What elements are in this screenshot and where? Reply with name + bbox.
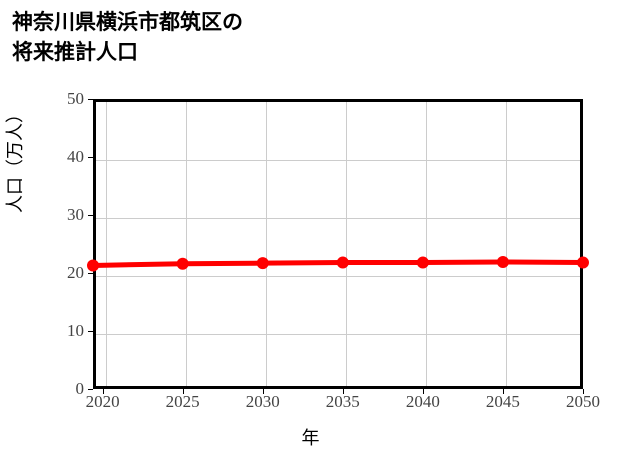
y-tick	[88, 389, 93, 390]
data-point	[176, 257, 189, 270]
y-tick	[88, 215, 93, 216]
data-point	[577, 256, 589, 269]
x-tick-label: 2050	[566, 392, 600, 411]
x-tick	[262, 389, 264, 394]
chart-title: 神奈川県横浜市都筑区の 将来推計人口	[12, 11, 243, 65]
x-tick	[182, 389, 184, 394]
gridline-vertical	[105, 102, 107, 386]
y-tick	[88, 157, 93, 158]
y-tick-label: 30	[67, 205, 84, 224]
series-layer	[87, 255, 589, 272]
data-point	[496, 255, 509, 268]
data-point	[87, 259, 99, 272]
gridline-vertical	[425, 102, 427, 386]
gridline-vertical	[505, 102, 507, 386]
data-point	[336, 256, 349, 269]
y-tick-label: 20	[67, 263, 84, 282]
y-tick-label: 0	[75, 379, 85, 398]
x-axis-label: 年	[301, 428, 320, 448]
data-point	[256, 257, 269, 270]
gridlines	[96, 102, 580, 386]
x-tick	[342, 389, 344, 394]
x-tick-label: 2040	[405, 392, 440, 411]
y-tick	[88, 273, 93, 274]
x-tick-label: 2025	[165, 392, 200, 411]
x-tick	[422, 389, 424, 394]
x-tick-label: 2045	[485, 392, 520, 411]
y-axis-label: 人口（万人）	[5, 105, 25, 213]
y-tick	[88, 99, 93, 100]
x-tick-label: 2030	[245, 392, 280, 411]
gridline-vertical	[345, 102, 347, 386]
y-tick-label: 50	[67, 89, 84, 108]
x-tick	[102, 389, 104, 394]
x-tick-label: 2035	[325, 392, 360, 411]
gridline-horizontal	[96, 276, 580, 277]
plot-area	[93, 99, 583, 389]
y-tick-label: 10	[67, 321, 84, 340]
gridline-vertical	[265, 102, 267, 386]
data-point	[416, 256, 429, 269]
x-tick	[502, 389, 504, 394]
x-tick-label: 2020	[85, 392, 120, 411]
y-tick-label: 40	[67, 147, 84, 166]
gridline-horizontal	[96, 160, 580, 161]
x-tick	[583, 389, 584, 394]
gridline-horizontal	[96, 218, 580, 219]
series-markers	[87, 255, 589, 272]
gridline-vertical	[185, 102, 187, 386]
y-tick	[88, 331, 93, 332]
gridline-horizontal	[96, 334, 580, 335]
